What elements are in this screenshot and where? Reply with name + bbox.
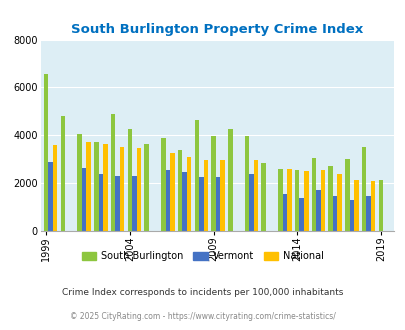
Bar — [115, 176, 119, 231]
Bar — [282, 194, 287, 231]
Bar — [94, 143, 98, 231]
Bar — [182, 172, 186, 231]
Bar — [161, 138, 165, 231]
Text: Crime Index corresponds to incidents per 100,000 inhabitants: Crime Index corresponds to incidents per… — [62, 287, 343, 297]
Bar — [261, 163, 265, 231]
Bar — [170, 153, 174, 231]
Bar — [198, 177, 203, 231]
Bar — [60, 116, 65, 231]
Bar — [311, 158, 315, 231]
Text: © 2025 CityRating.com - https://www.cityrating.com/crime-statistics/: © 2025 CityRating.com - https://www.city… — [70, 312, 335, 321]
Bar — [144, 144, 149, 231]
Bar — [44, 74, 48, 231]
Bar — [249, 174, 253, 231]
Bar — [48, 162, 53, 231]
Bar — [320, 170, 324, 231]
Bar — [194, 120, 198, 231]
Bar — [253, 160, 258, 231]
Bar — [353, 180, 358, 231]
Bar — [98, 174, 103, 231]
Bar — [211, 137, 215, 231]
Bar — [366, 196, 370, 231]
Bar — [86, 143, 91, 231]
Bar — [328, 166, 332, 231]
Bar — [277, 169, 282, 231]
Bar — [332, 196, 337, 231]
Bar — [119, 147, 124, 231]
Bar — [136, 148, 141, 231]
Bar — [53, 145, 57, 231]
Bar — [177, 150, 182, 231]
Bar — [132, 176, 136, 231]
Bar — [111, 114, 115, 231]
Bar — [82, 168, 86, 231]
Bar — [344, 159, 349, 231]
Title: South Burlington Property Crime Index: South Burlington Property Crime Index — [71, 23, 362, 36]
Bar — [287, 169, 291, 231]
Bar — [299, 197, 303, 231]
Bar — [361, 147, 366, 231]
Bar — [203, 160, 208, 231]
Bar — [165, 170, 170, 231]
Bar — [228, 129, 232, 231]
Bar — [349, 200, 353, 231]
Bar — [378, 180, 382, 231]
Bar — [244, 137, 249, 231]
Bar — [294, 170, 299, 231]
Bar — [103, 144, 107, 231]
Bar — [127, 129, 132, 231]
Legend: South Burlington, Vermont, National: South Burlington, Vermont, National — [78, 248, 327, 265]
Bar — [337, 174, 341, 231]
Bar — [303, 171, 308, 231]
Bar — [220, 160, 224, 231]
Bar — [77, 134, 82, 231]
Bar — [370, 181, 375, 231]
Bar — [315, 190, 320, 231]
Bar — [186, 157, 191, 231]
Bar — [215, 177, 220, 231]
